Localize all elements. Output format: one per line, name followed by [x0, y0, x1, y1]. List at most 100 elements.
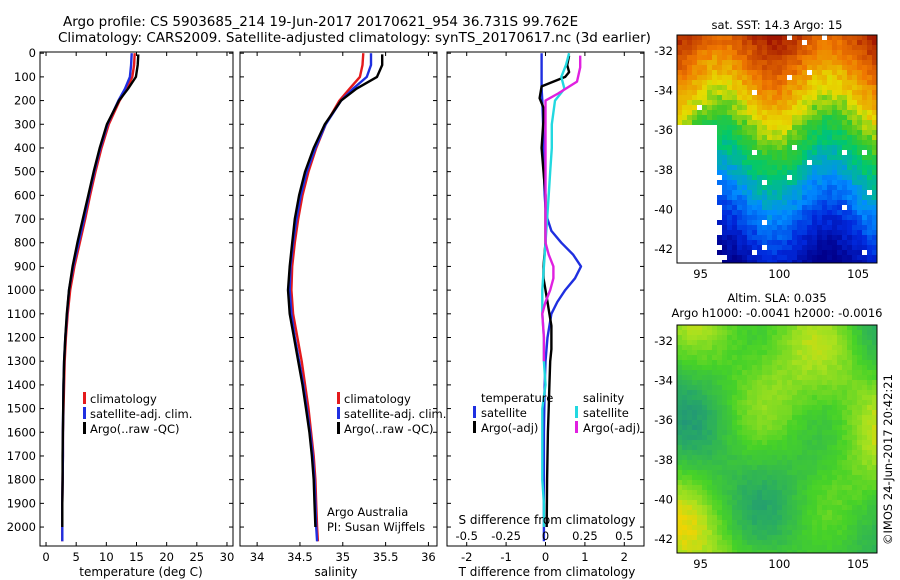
map-cell [802, 160, 808, 166]
map-cell [777, 520, 783, 526]
map-cell [772, 400, 778, 406]
map-cell [792, 165, 798, 171]
map-cell [837, 135, 843, 141]
map-cell [817, 75, 823, 81]
map-cell [807, 135, 813, 141]
map-cell [747, 155, 753, 161]
map-cell [792, 60, 798, 66]
map-cell [807, 200, 813, 206]
map-cell [872, 360, 877, 366]
map-cell [732, 335, 738, 341]
map-cell [802, 380, 808, 386]
map-cell [762, 540, 768, 546]
map-cell [837, 515, 843, 521]
map-cell [767, 190, 773, 196]
map-cell [717, 475, 723, 481]
map-cell [842, 480, 848, 486]
map-cell [827, 90, 833, 96]
map-cell [772, 90, 778, 96]
map-cell [742, 105, 748, 111]
map-cell [827, 530, 833, 536]
map-cell [692, 120, 698, 126]
map-cell [792, 450, 798, 456]
map-cell [737, 385, 743, 391]
map-cell [832, 205, 838, 211]
map-cell [852, 235, 858, 241]
map-cell [807, 175, 813, 181]
map-cell [782, 70, 788, 76]
map-cell [827, 65, 833, 71]
map-cell [777, 170, 783, 176]
map-cell [842, 465, 848, 471]
map-cell [867, 545, 873, 551]
map-cell [752, 220, 758, 226]
map-cell [687, 195, 693, 201]
map-cell [782, 490, 788, 496]
map-cell [847, 175, 853, 181]
map-cell [742, 245, 748, 251]
map-cell [737, 135, 743, 141]
map-cell [867, 260, 873, 263]
map-cell [797, 175, 803, 181]
map-cell [802, 255, 808, 261]
map-cell [832, 220, 838, 226]
map-cell [727, 210, 733, 216]
map-cell [772, 155, 778, 161]
map-cell [817, 375, 823, 381]
map-cell [782, 75, 788, 81]
map-cell [707, 170, 713, 176]
map-cell [782, 485, 788, 491]
map-cell [727, 445, 733, 451]
map-cell [822, 95, 828, 101]
map-cell [817, 200, 823, 206]
map-cell [732, 95, 738, 101]
map-cell [857, 230, 863, 236]
map-cell [822, 235, 828, 241]
map-cell [792, 370, 798, 376]
map-cell [832, 340, 838, 346]
map-cell [712, 80, 718, 86]
map-cell [677, 330, 683, 336]
map-cell [682, 240, 688, 246]
map-cell [712, 240, 718, 246]
map-cell [757, 405, 763, 411]
map-cell [847, 165, 853, 171]
map-cell [687, 190, 693, 196]
map-cell [782, 500, 788, 506]
map-cell [702, 360, 708, 366]
map-cell [842, 350, 848, 356]
map-cell [772, 520, 778, 526]
map-cell [857, 205, 863, 211]
map-cell [777, 205, 783, 211]
map-cell [802, 170, 808, 176]
map-cell [872, 365, 877, 371]
map-cell [867, 175, 873, 181]
map-cell [817, 90, 823, 96]
map-cell [727, 65, 733, 71]
map-cell [847, 145, 853, 151]
map-cell [727, 515, 733, 521]
map-cell [777, 195, 783, 201]
map-cell [847, 550, 853, 553]
map-cell [677, 500, 683, 506]
map-cell [862, 325, 868, 331]
map-cell [807, 470, 813, 476]
map-cell [687, 455, 693, 461]
map-cell [807, 190, 813, 196]
map-cell [712, 430, 718, 436]
map-cell [742, 260, 748, 263]
map-cell [687, 220, 693, 226]
map-cell [842, 485, 848, 491]
map-cell [862, 515, 868, 521]
map-cell [837, 445, 843, 451]
map-cell [722, 450, 728, 456]
map-cell [767, 375, 773, 381]
map-cell [757, 435, 763, 441]
map-cell [812, 505, 818, 511]
map-cell [852, 550, 858, 553]
map-cell [767, 205, 773, 211]
map-cell [702, 500, 708, 506]
map-cell [702, 435, 708, 441]
map-cell [837, 55, 843, 61]
map-cell [787, 475, 793, 481]
